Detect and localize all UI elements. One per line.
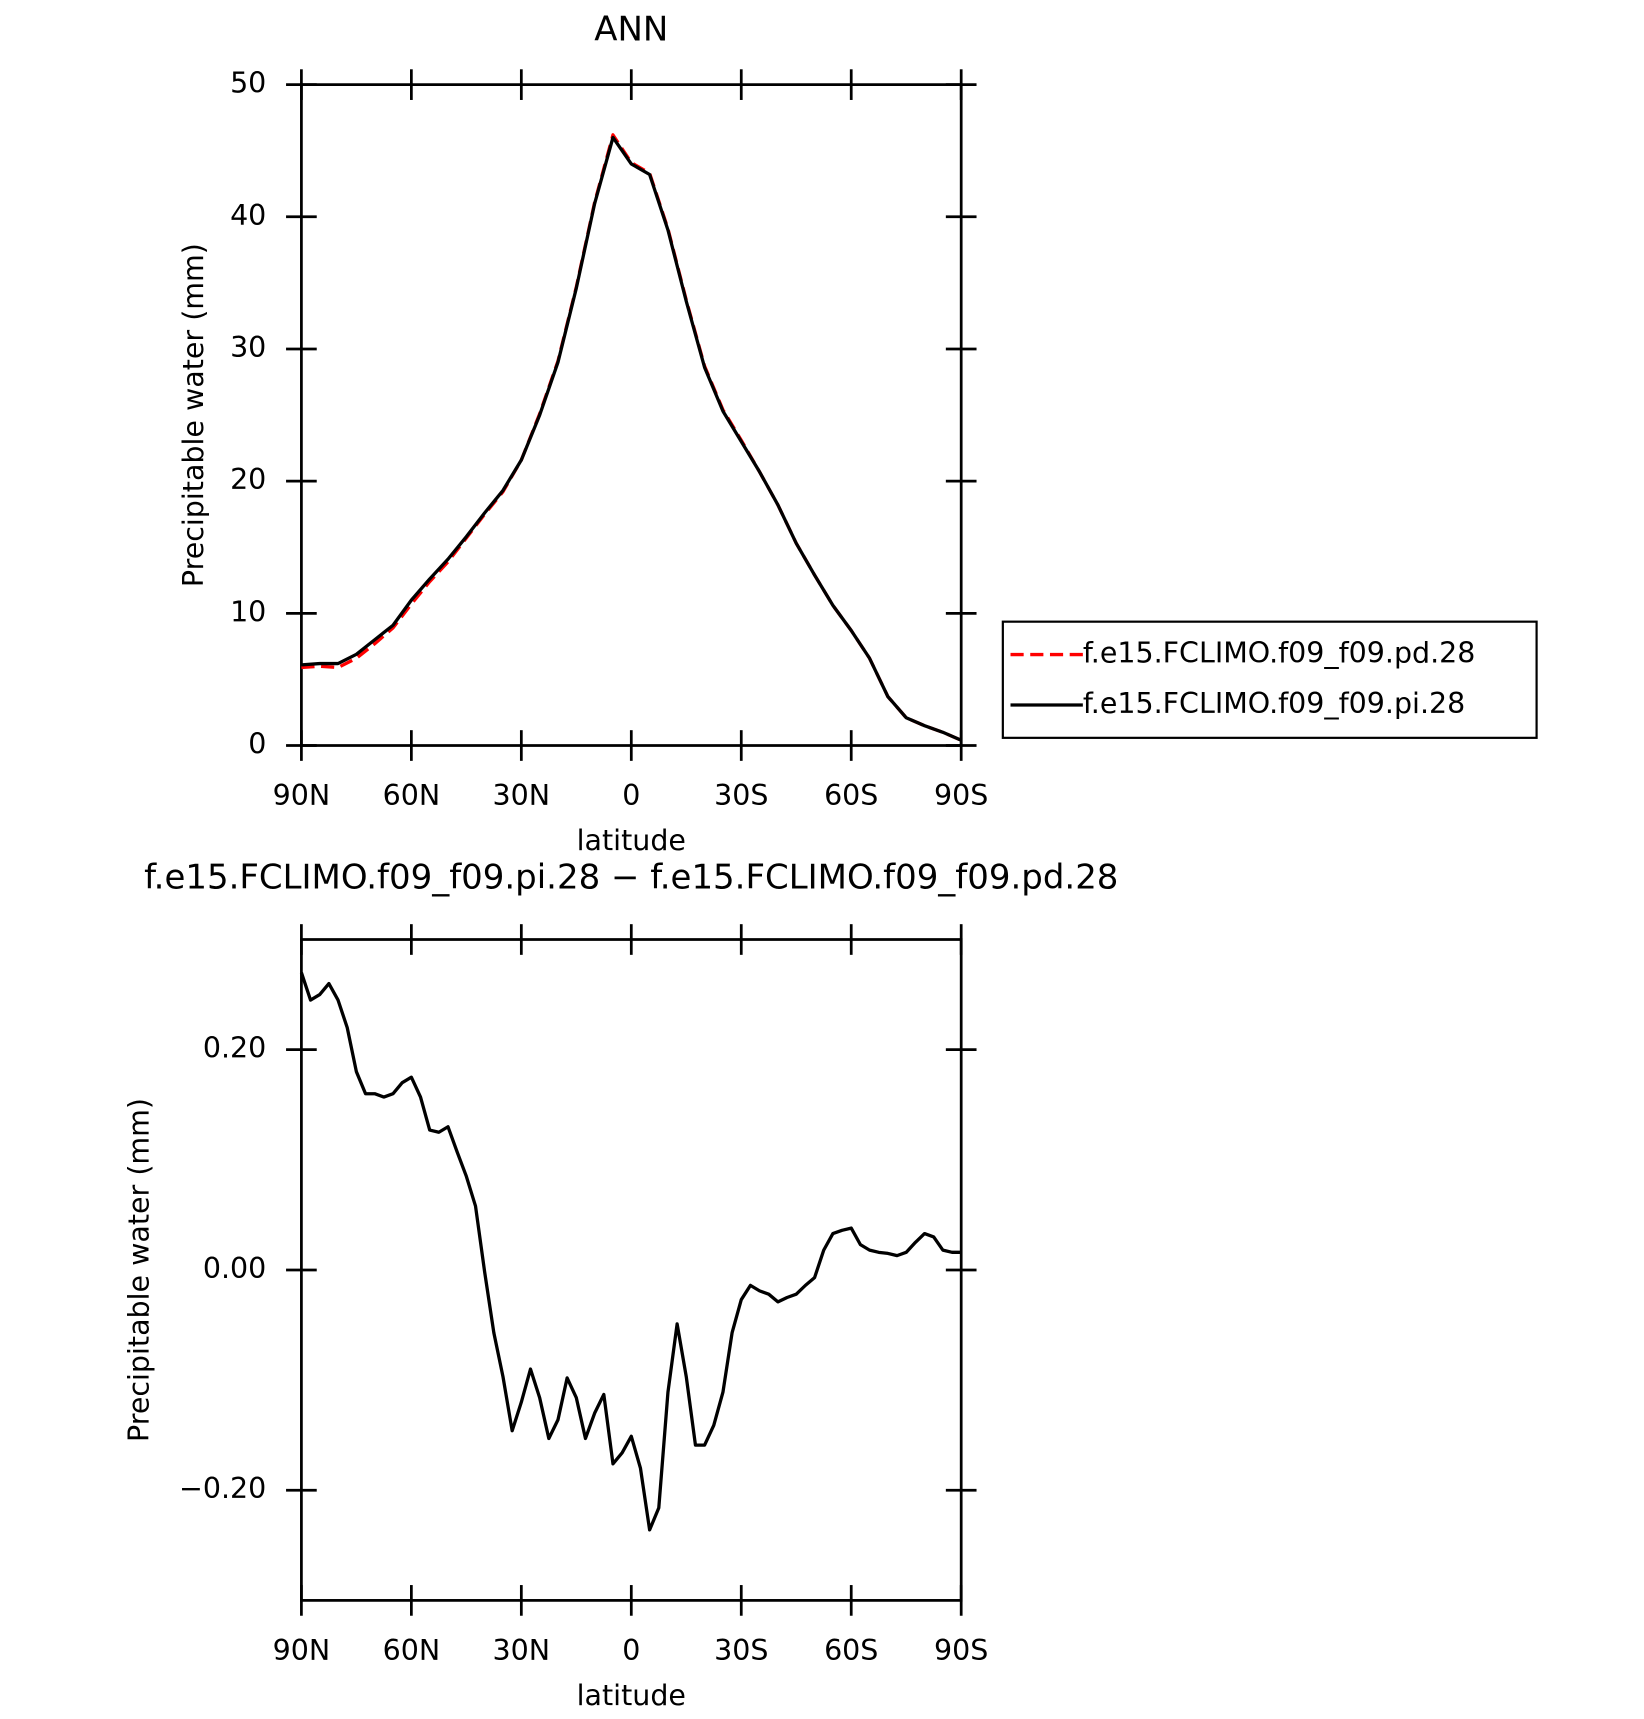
y-tick-label: 20 [230,463,266,496]
x-tick-label: 60N [383,779,441,812]
y-tick-label: 10 [230,595,266,628]
plot-frame [300,938,963,1602]
x-tick-label: 30N [493,779,551,812]
data-line [301,135,962,742]
legend-label: f.e15.FCLIMO.f09_f09.pd.28 [1083,637,1476,670]
x-tick-label: 60N [383,1634,441,1667]
y-tick-label: −0.20 [179,1472,266,1505]
x-tick-label: 90N [273,1634,331,1667]
data-line [299,972,962,1532]
x-tick-label: 0 [622,779,640,812]
chart-title: f.e15.FCLIMO.f09_f09.pi.28 − f.e15.FCLIM… [144,858,1118,898]
x-tick-label: 30N [493,1634,551,1667]
x-tick-label: 60S [824,1634,878,1667]
y-axis-label: Precipitable water (mm) [122,1098,155,1442]
x-tick-label: 60S [824,779,878,812]
y-tick-label: 30 [230,331,266,364]
y-tick-label: 40 [230,199,266,232]
y-tick-label: 50 [230,67,266,100]
x-tick-label: 90S [934,779,988,812]
x-tick-label: 30S [714,1634,768,1667]
x-tick-label: 30S [714,779,768,812]
y-tick-label: 0.20 [203,1032,266,1065]
x-axis-label: latitude [577,1679,686,1712]
x-axis-label: latitude [577,824,686,857]
x-tick-label: 90S [934,1634,988,1667]
y-tick-label: 0 [248,728,266,761]
y-axis-label: Precipitable water (mm) [177,243,210,587]
legend-label: f.e15.FCLIMO.f09_f09.pi.28 [1083,687,1465,720]
x-tick-label: 90N [273,779,331,812]
legend-box [1001,620,1538,739]
x-tick-label: 0 [622,1634,640,1667]
y-tick-label: 0.00 [203,1252,266,1285]
chart-title: ANN [594,9,668,49]
